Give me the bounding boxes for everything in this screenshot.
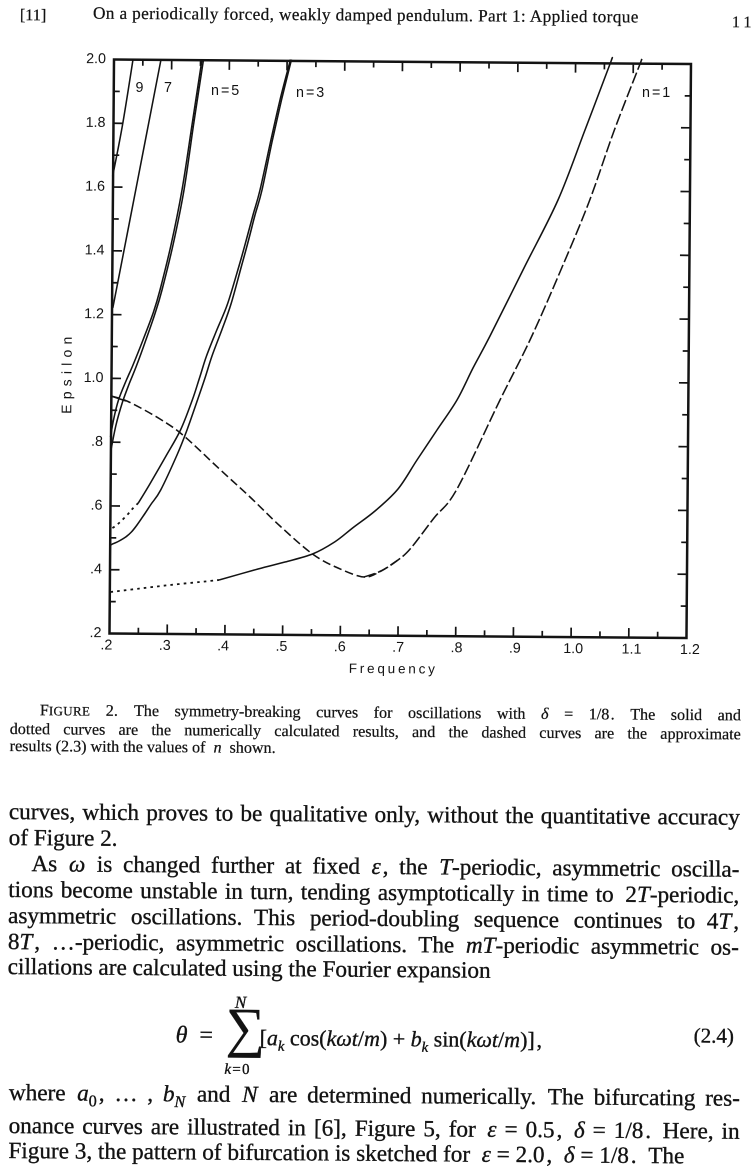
svg-text:n=1: n=1: [642, 85, 672, 101]
svg-text:2.0: 2.0: [86, 51, 106, 67]
svg-text:.9: .9: [509, 641, 521, 657]
svg-text:.3: .3: [159, 638, 171, 654]
svg-text:1.0: 1.0: [84, 370, 104, 386]
svg-text:1.2: 1.2: [680, 642, 700, 658]
svg-text:Epsilon: Epsilon: [58, 331, 75, 413]
svg-text:1.4: 1.4: [85, 242, 105, 258]
svg-text:.6: .6: [90, 498, 102, 514]
svg-text:9: 9: [136, 80, 146, 96]
svg-text:7: 7: [164, 80, 174, 96]
svg-text:.7: .7: [392, 640, 404, 656]
svg-text:.4: .4: [90, 561, 102, 577]
svg-text:.8: .8: [91, 434, 103, 450]
svg-text:1.2: 1.2: [84, 306, 104, 322]
svg-text:Frequency: Frequency: [349, 661, 438, 677]
svg-text:n=3: n=3: [296, 85, 326, 101]
svg-text:1.1: 1.1: [622, 642, 642, 658]
svg-text:.4: .4: [217, 638, 229, 654]
svg-text:.8: .8: [450, 640, 462, 656]
svg-text:1.6: 1.6: [85, 179, 105, 195]
svg-text:1.0: 1.0: [563, 641, 583, 657]
svg-text:.5: .5: [275, 639, 287, 655]
svg-text:n=5: n=5: [211, 83, 241, 99]
svg-text:.6: .6: [334, 639, 346, 655]
svg-text:.2: .2: [100, 637, 112, 653]
svg-text:1.8: 1.8: [86, 115, 106, 131]
svg-text:.2: .2: [89, 625, 101, 641]
